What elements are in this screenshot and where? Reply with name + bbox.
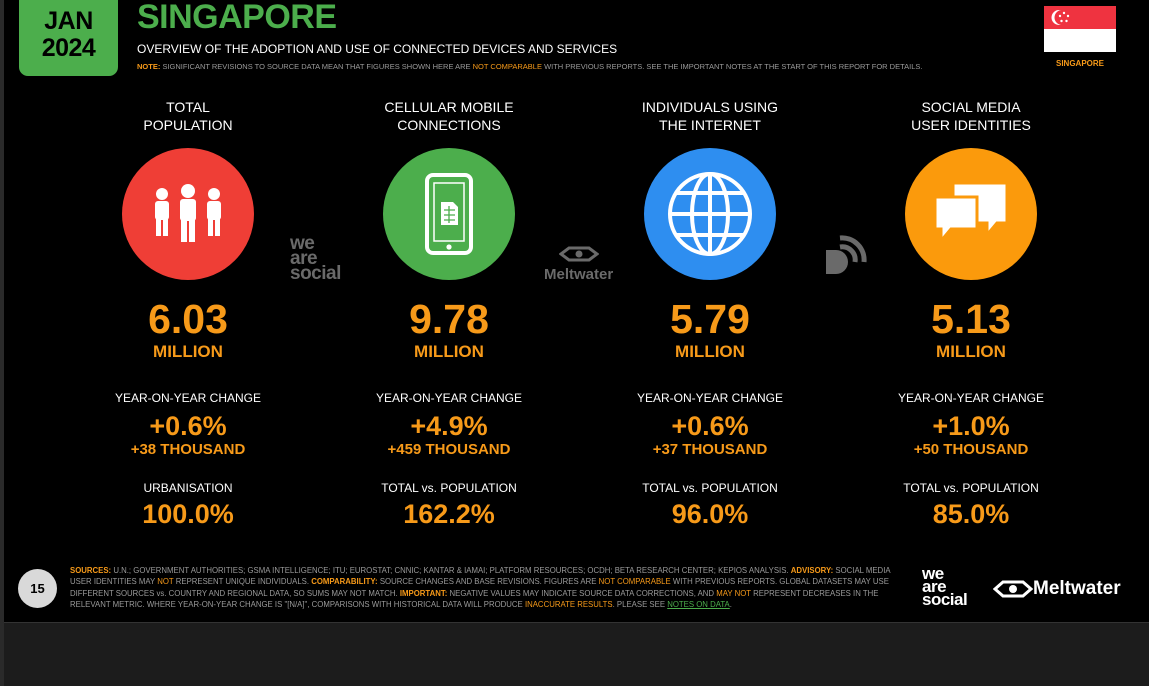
speech-bubbles-icon: [905, 148, 1037, 280]
meltwater-watermark: Meltwater: [544, 246, 613, 283]
yoy-percent: +4.9%: [410, 411, 488, 441]
stat-heading-line-1: CELLULAR MOBILE: [384, 99, 514, 115]
stat-heading-line-2: THE INTERNET: [659, 117, 761, 133]
stat-heading-line-2: POPULATION: [143, 117, 233, 133]
date-year: 2024: [41, 34, 96, 62]
stat-unit: MILLION: [153, 342, 223, 361]
stat-value: 5.13: [931, 296, 1011, 342]
ratio-value: 85.0%: [932, 499, 1010, 529]
report-slide: JAN 2024 SINGAPORE OVERVIEW OF THE ADOPT…: [4, 0, 1149, 622]
advisory-label: ADVISORY:: [790, 566, 834, 575]
comparability-not-comparable: NOT COMPARABLE: [598, 577, 671, 587]
page-number: 15: [18, 569, 57, 608]
yoy-absolute: +459 THOUSAND: [387, 441, 511, 458]
people-icon: [122, 148, 254, 280]
please-see: . PLEASE SEE: [612, 600, 666, 610]
page-title: SINGAPORE: [137, 0, 337, 36]
ratio-label: TOTAL vs. POPULATION: [642, 481, 778, 495]
stat-value: 9.78: [409, 296, 489, 342]
stat-heading-line-2: CONNECTIONS: [397, 117, 501, 133]
note-highlight: NOT COMPARABLE: [472, 62, 542, 71]
ratio-value: 100.0%: [142, 499, 234, 529]
watermark-meltwater: Meltwater: [544, 266, 614, 283]
note-line: NOTE: SIGNIFICANT REVISIONS TO SOURCE DA…: [137, 62, 922, 71]
yoy-percent: +1.0%: [932, 411, 1010, 441]
sources-end: .: [729, 600, 732, 610]
stat-heading-line-2: USER IDENTITIES: [911, 117, 1031, 133]
stat-heading-line-1: TOTAL: [166, 99, 210, 115]
stat-unit: MILLION: [414, 342, 484, 361]
yoy-label: YEAR-ON-YEAR CHANGE: [114, 391, 262, 405]
notes-on-data-link[interactable]: NOTES ON DATA: [667, 600, 730, 610]
datareportal-watermark-icon: [826, 235, 867, 274]
date-badge: JAN 2024: [19, 0, 118, 76]
stat-value: 5.79: [670, 296, 750, 342]
stat-social-media-user-identities: SOCIAL MEDIA USER IDENTITIES 5.13 MILLIO…: [871, 98, 1071, 529]
advisory-text-2: REPRESENT UNIQUE INDIVIDUALS.: [175, 577, 310, 587]
empty-area-below-slide: [4, 622, 1149, 686]
logo-we: we: [922, 564, 944, 583]
comparability-text-2: WITH PREVIOUS REPORTS. GLOBAL DATASETS M…: [70, 577, 889, 598]
advisory-text-1: SOCIAL MEDIA USER IDENTITIES MAY: [70, 566, 891, 587]
yoy-absolute: +37 THOUSAND: [652, 441, 768, 458]
comparability-text-1: SOURCE CHANGES AND BASE REVISIONS. FIGUR…: [379, 577, 597, 587]
logo-are: are: [922, 577, 947, 596]
watermark-are: are: [290, 248, 318, 269]
watermark-we: we: [290, 233, 315, 254]
important-label: IMPORTANT:: [399, 588, 448, 598]
we-are-social-watermark: we are social: [290, 233, 341, 284]
stat-heading-line-1: SOCIAL MEDIA: [921, 99, 1021, 115]
watermark-social: social: [290, 263, 341, 284]
meltwater-mark-icon: [993, 580, 1033, 598]
note-label: NOTE:: [137, 62, 161, 71]
sources-text: SOURCES: U.N.; GOVERNMENT AUTHORITIES; G…: [70, 565, 902, 611]
important-text-1: NEGATIVE VALUES MAY INDICATE SOURCE DATA…: [449, 588, 715, 598]
inaccurate-results: INACCURATE RESULTS: [524, 600, 613, 610]
stat-heading-line-1: INDIVIDUALS USING: [641, 99, 779, 115]
logo-social: social: [922, 590, 968, 609]
yoy-percent: +0.6%: [149, 411, 227, 441]
note-text-2: WITH PREVIOUS REPORTS. SEE THE IMPORTANT…: [544, 62, 923, 71]
stat-heading: TOTAL POPULATION: [88, 98, 288, 138]
important-text-2: REPRESENT DECREASES IN THE RELEVANT METR…: [70, 588, 879, 610]
ratio-label: URBANISATION: [143, 481, 233, 495]
sources-label: SOURCES:: [70, 566, 112, 575]
stat-total-population: TOTAL POPULATION 6.03 MILLION YEAR-ON-YE…: [88, 98, 288, 529]
yoy-label: YEAR-ON-YEAR CHANGE: [636, 391, 784, 405]
window-left-edge: [0, 0, 4, 686]
advisory-not: NOT: [157, 577, 174, 587]
stat-heading: CELLULAR MOBILE CONNECTIONS: [349, 98, 549, 138]
meltwater-logo: Meltwater: [993, 578, 1121, 600]
ratio-value: 96.0%: [671, 499, 749, 529]
ratio-label: TOTAL vs. POPULATION: [381, 481, 517, 495]
yoy-label: YEAR-ON-YEAR CHANGE: [375, 391, 523, 405]
important-may-not: MAY NOT: [716, 588, 751, 598]
logo-meltwater-text: Meltwater: [1033, 578, 1121, 599]
page-subtitle: OVERVIEW OF THE ADOPTION AND USE OF CONN…: [137, 42, 618, 56]
ratio-label: TOTAL vs. POPULATION: [903, 481, 1039, 495]
stat-heading: SOCIAL MEDIA USER IDENTITIES: [871, 98, 1071, 138]
stat-value: 6.03: [148, 296, 228, 342]
ratio-value: 162.2%: [403, 499, 495, 529]
globe-icon: [644, 148, 776, 280]
stat-unit: MILLION: [675, 342, 745, 361]
mobile-phone-icon: [383, 148, 515, 280]
flag-label: SINGAPORE: [1055, 59, 1104, 68]
stat-unit: MILLION: [936, 342, 1006, 361]
yoy-percent: +0.6%: [671, 411, 749, 441]
comparability-label: COMPARABILITY:: [311, 577, 378, 587]
yoy-label: YEAR-ON-YEAR CHANGE: [897, 391, 1045, 405]
yoy-absolute: +50 THOUSAND: [913, 441, 1029, 458]
stat-heading: INDIVIDUALS USING THE INTERNET: [610, 98, 810, 138]
we-are-social-logo: we are social: [922, 564, 968, 609]
stat-individuals-using-internet: INDIVIDUALS USING THE INTERNET 5.79 MILL…: [610, 98, 810, 529]
note-text-1: SIGNIFICANT REVISIONS TO SOURCE DATA MEA…: [162, 62, 471, 71]
singapore-flag-icon: [1044, 6, 1116, 52]
meltwater-logo-icon: [558, 246, 600, 262]
date-month: JAN: [44, 7, 93, 35]
sources-list: U.N.; GOVERNMENT AUTHORITIES; GSMA INTEL…: [113, 566, 789, 575]
stat-cellular-mobile-connections: CELLULAR MOBILE CONNECTIONS 9.78 MILLION…: [349, 98, 549, 529]
yoy-absolute: +38 THOUSAND: [130, 441, 246, 458]
